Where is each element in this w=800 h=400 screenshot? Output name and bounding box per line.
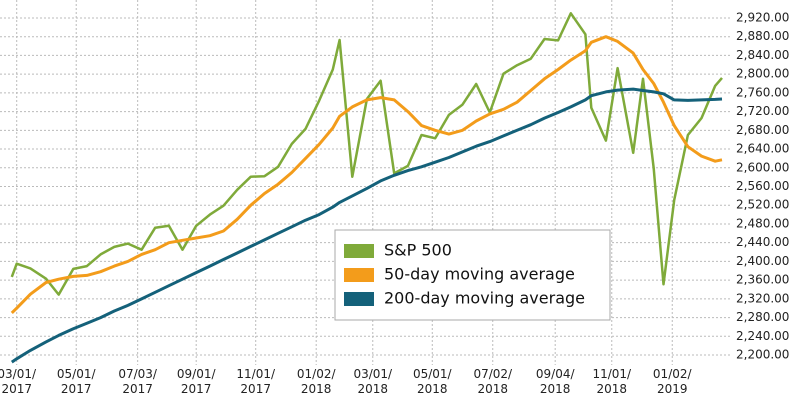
y-tick-label: 2,800.00 bbox=[736, 67, 789, 81]
legend-box bbox=[334, 229, 611, 321]
y-tick-label: 2,360.00 bbox=[736, 273, 789, 287]
x-tick-label: 05/01/ 2017 bbox=[56, 367, 96, 396]
x-tick-label: 01/02/ 2019 bbox=[652, 367, 692, 396]
x-tick-label: 09/01/ 2017 bbox=[176, 367, 216, 396]
y-tick-label: 2,440.00 bbox=[736, 235, 789, 249]
y-tick-label: 2,720.00 bbox=[736, 104, 789, 118]
y-tick-label: 2,200.00 bbox=[736, 348, 789, 362]
x-tick-label: 07/02/ 2018 bbox=[473, 367, 513, 396]
legend-label: 200-day moving average bbox=[384, 289, 585, 308]
y-tick-label: 2,680.00 bbox=[736, 123, 789, 137]
y-tick-label: 2,320.00 bbox=[736, 291, 789, 305]
series-line bbox=[10, 12, 723, 296]
legend: S&P 500 50-day moving average 200-day movi… bbox=[334, 229, 611, 321]
x-tick-label: 03/01/ 2018 bbox=[353, 367, 393, 396]
x-tick-label: 05/01/ 2018 bbox=[412, 367, 452, 396]
y-tick-label: 2,840.00 bbox=[736, 48, 789, 62]
y-tick-label: 2,240.00 bbox=[736, 329, 789, 343]
y-tick-label: 2,920.00 bbox=[736, 10, 789, 24]
x-tick-label: 01/02/ 2018 bbox=[296, 367, 336, 396]
legend-label: S&P 500 bbox=[384, 241, 452, 260]
legend-swatch bbox=[344, 292, 374, 306]
x-tick-label: 11/01/ 2018 bbox=[592, 367, 632, 396]
series-line bbox=[10, 35, 723, 314]
series-line bbox=[10, 87, 723, 364]
y-tick-label: 2,480.00 bbox=[736, 216, 789, 230]
x-tick-label: 11/01/ 2017 bbox=[236, 367, 276, 396]
y-tick-label: 2,760.00 bbox=[736, 85, 789, 99]
legend-swatch bbox=[344, 244, 374, 258]
y-tick-label: 2,520.00 bbox=[736, 198, 789, 212]
y-tick-label: 2,280.00 bbox=[736, 310, 789, 324]
y-tick-label: 2,640.00 bbox=[736, 142, 789, 156]
y-tick-label: 2,600.00 bbox=[736, 160, 789, 174]
legend-label: 50-day moving average bbox=[384, 265, 575, 284]
y-tick-label: 2,880.00 bbox=[736, 29, 789, 43]
y-tick-label: 2,400.00 bbox=[736, 254, 789, 268]
x-tick-label: 07/03/ 2017 bbox=[118, 367, 157, 396]
x-tick-label: 09/04/ 2018 bbox=[535, 367, 575, 396]
y-tick-label: 2,560.00 bbox=[736, 179, 789, 193]
legend-swatch bbox=[344, 268, 374, 282]
x-tick-label: 03/01/ 2017 bbox=[0, 367, 37, 396]
